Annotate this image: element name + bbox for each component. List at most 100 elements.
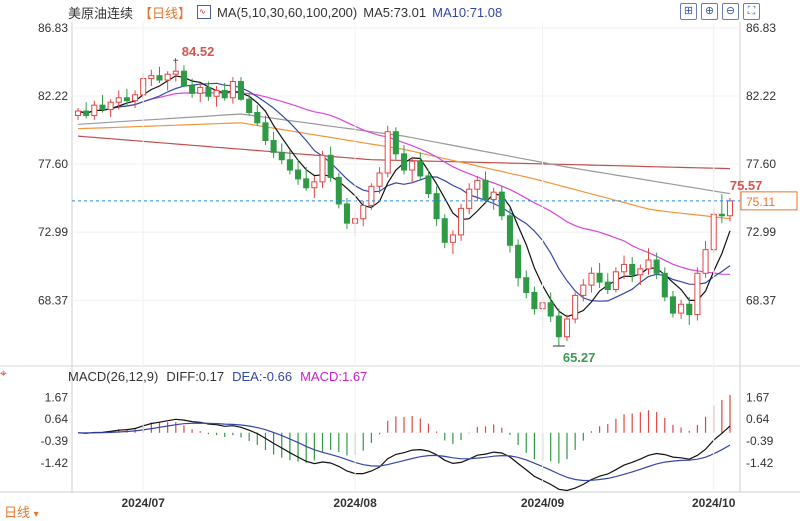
candle-body [392, 131, 399, 155]
macd-tick-left: -0.39 [41, 434, 69, 448]
candle-body [466, 188, 473, 209]
candle-body [686, 303, 693, 316]
candle-body [523, 277, 530, 293]
candle-body [376, 172, 383, 187]
instrument-name: 美原油连续 [68, 5, 134, 21]
candle-body [246, 98, 253, 114]
zoom-out-icon[interactable]: ⊖ [722, 3, 739, 20]
candle-body [498, 191, 505, 217]
candle-body [718, 213, 725, 217]
macd-label: MACD(26,12,9) [68, 369, 159, 384]
candle-body [123, 97, 130, 102]
candle-body [213, 89, 220, 97]
macd-tick-right: 1.67 [746, 390, 770, 404]
candle-body [91, 104, 98, 116]
candle-body [400, 153, 408, 171]
price-tick-right: 72.99 [746, 225, 776, 239]
candle-body [433, 193, 440, 220]
macd-value: MACD:1.67 [300, 369, 368, 384]
candle-body [270, 140, 277, 153]
candle-body [409, 160, 416, 171]
price-tick-right: 82.22 [746, 89, 776, 103]
candle-body [531, 291, 538, 310]
candle-body [335, 176, 342, 205]
ma100-line [77, 113, 731, 195]
ma-label: MA(5,10,30,60,100,200) [217, 4, 358, 20]
candle-body [694, 272, 701, 316]
dea-value: DEA:-0.66 [232, 369, 293, 384]
macd-tick-right: 0.64 [746, 412, 770, 426]
zoom-in-icon[interactable]: ⊕ [701, 3, 718, 20]
chart-toolbar: ⊞ ⊕ ⊖ ⛶ [680, 3, 760, 20]
price-tick-left: 72.99 [38, 225, 68, 239]
x-tick-label: 2024/08 [333, 496, 377, 510]
candle-body [506, 215, 513, 246]
ma30-line [77, 91, 731, 275]
period-selector[interactable]: 【日线】 [139, 5, 192, 21]
low-annotation: 65.27 [563, 350, 596, 365]
candle-body [83, 110, 90, 116]
candle-body [441, 218, 448, 243]
candle-body [295, 169, 302, 180]
macd-header: MACD(26,12,9) DIFF:0.17 DEA:-0.66 MACD:1… [68, 369, 367, 384]
candle-body [425, 175, 432, 195]
bottom-period-tab[interactable]: 日线 ▾ [4, 502, 39, 521]
candle-body [115, 97, 122, 103]
fullscreen-icon[interactable]: ⛶ [743, 3, 760, 20]
candle-body [474, 179, 481, 190]
candle-body [580, 284, 587, 296]
candle-body [303, 178, 310, 189]
crosshair-icon[interactable]: ⌖ [0, 366, 7, 380]
candle-body [612, 271, 619, 291]
candle-body [482, 179, 489, 201]
candle-body [164, 73, 171, 81]
macd-tick-left: 0.64 [45, 412, 69, 426]
chart-header: 美原油连续 【日线】 ∿ MA(5,10,30,60,100,200) MA5:… [68, 3, 502, 21]
candle-body [360, 204, 367, 220]
caret-down-icon: ▾ [33, 509, 39, 520]
candle-body [604, 281, 611, 291]
candle-body [74, 110, 82, 116]
fit-icon[interactable]: ⊞ [680, 3, 697, 20]
candle-body [458, 207, 465, 236]
price-tick-right: 68.37 [746, 293, 776, 307]
candle-body [596, 272, 603, 283]
macd-tick-right: -0.39 [746, 434, 774, 448]
candle-body [237, 81, 245, 100]
last-price-label: 75.11 [746, 195, 775, 209]
candle-body [221, 89, 228, 99]
candle-body [343, 203, 350, 224]
price-tick-left: 68.37 [38, 293, 68, 307]
candle-body [327, 154, 334, 178]
candle-body [254, 112, 261, 124]
macd-tick-left: -1.42 [41, 456, 69, 470]
candle-body [417, 160, 424, 177]
price-tick-left: 82.22 [38, 89, 68, 103]
candle-body [572, 294, 579, 320]
ma10-value: MA10:71.08 [432, 4, 503, 20]
candle-body [189, 85, 196, 94]
diff-value: DIFF:0.17 [166, 369, 225, 384]
candle-body [490, 191, 497, 201]
candle-body [555, 315, 562, 338]
candle-body [180, 70, 187, 87]
candle-body [148, 75, 155, 80]
diff-line [77, 418, 731, 492]
candle-body [99, 104, 106, 111]
candle-body [637, 268, 644, 276]
ma-settings-icon[interactable]: ∿ [197, 5, 212, 19]
candle-body [661, 272, 668, 298]
candle-body [205, 86, 212, 97]
last-price-box [740, 191, 798, 211]
x-tick-label: 2024/09 [521, 496, 565, 510]
candle-body [286, 159, 293, 171]
candle-body [229, 81, 236, 99]
candle-body [629, 263, 636, 276]
candle-body [653, 259, 660, 274]
candle-body [197, 86, 204, 94]
candle-body [262, 122, 269, 142]
price-tick-left: 86.83 [38, 21, 68, 35]
candle-body [107, 101, 114, 111]
dea-line [77, 422, 731, 482]
